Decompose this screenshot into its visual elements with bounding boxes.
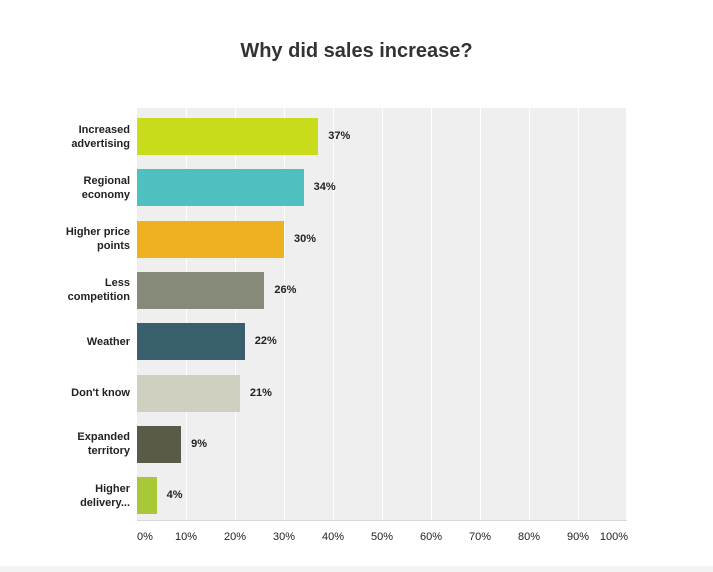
bar — [137, 169, 304, 207]
data-label: 9% — [191, 437, 207, 450]
bar — [137, 374, 240, 412]
plot-area: 37% 34% 30% 26% 22% 21% 9% 4% — [137, 108, 627, 520]
bar — [137, 425, 182, 463]
category-label-line: points — [97, 240, 130, 253]
category-label: Expanded territory — [20, 430, 130, 458]
gridline — [186, 108, 187, 520]
x-tick-label: 10% — [174, 531, 198, 543]
category-label-line: Expanded — [77, 431, 130, 444]
chart-title: Why did sales increase? — [240, 40, 473, 62]
category-label-line: advertising — [71, 137, 130, 150]
x-tick-label: 40% — [321, 531, 345, 543]
x-tick-label: 70% — [468, 531, 492, 543]
bar — [137, 220, 284, 258]
bar — [137, 118, 319, 155]
x-tick-label: 60% — [419, 531, 443, 543]
category-label-line: competition — [67, 291, 130, 304]
category-label-line: Higher — [95, 482, 130, 495]
category-label-line: Weather — [86, 335, 130, 348]
category-label: Less competition — [20, 276, 130, 304]
data-label: 21% — [249, 386, 272, 399]
x-tick-label: 100% — [599, 531, 629, 543]
x-tick-label: 80% — [517, 531, 541, 543]
category-label: Don't know — [20, 386, 130, 400]
category-label: Higher price points — [20, 225, 130, 253]
gridline — [578, 108, 579, 520]
category-label: Regional economy — [20, 174, 130, 202]
data-label: 4% — [166, 489, 183, 502]
category-label-line: Regional — [83, 174, 130, 187]
category-label-line: Don't know — [71, 387, 130, 399]
gridline — [284, 108, 285, 520]
gridline — [235, 108, 236, 520]
category-label: Weather — [20, 335, 130, 349]
category-label: Increased advertising — [20, 123, 130, 151]
category-label-line: Less — [104, 277, 130, 290]
gridline — [431, 108, 432, 520]
data-label: 34% — [313, 181, 336, 194]
category-label-line: territory — [87, 445, 130, 458]
gridline — [333, 108, 334, 520]
x-axis-line — [137, 520, 627, 521]
x-tick-label: 50% — [370, 531, 394, 543]
bar — [137, 271, 265, 309]
category-label: Higher delivery... — [20, 482, 130, 510]
data-label: 30% — [294, 232, 317, 245]
x-tick-label: 30% — [272, 531, 296, 543]
category-label-line: economy — [81, 188, 130, 201]
gridline — [626, 108, 627, 520]
bar — [137, 323, 245, 361]
data-label: 22% — [254, 335, 277, 348]
gridline — [480, 108, 481, 520]
x-tick-label: 20% — [223, 531, 247, 543]
data-label: 37% — [328, 130, 351, 142]
x-tick-label: 90% — [566, 531, 590, 543]
bar — [137, 477, 157, 515]
bottom-strip — [0, 566, 713, 572]
category-label-line: Increased — [78, 123, 130, 136]
x-tick-label: 0% — [137, 531, 153, 543]
category-label-line: Higher price — [65, 226, 130, 239]
gridline — [382, 108, 383, 520]
gridline — [529, 108, 530, 520]
category-label-line: delivery... — [80, 496, 130, 509]
data-label: 26% — [274, 283, 297, 296]
